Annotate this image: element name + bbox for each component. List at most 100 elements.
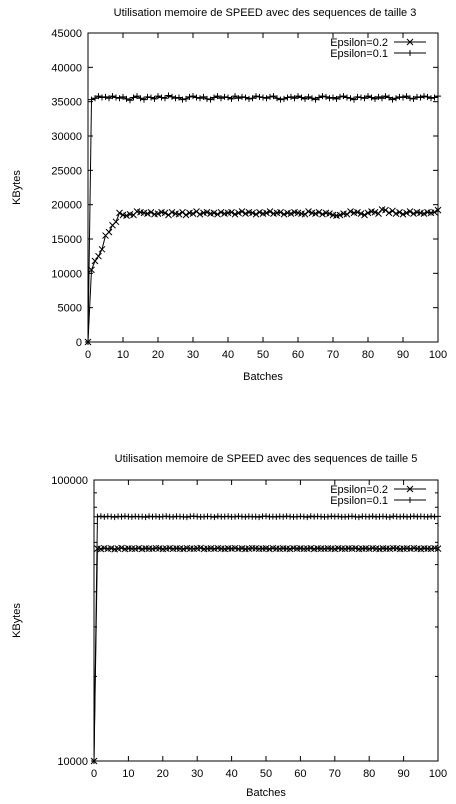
- series-line: [93, 547, 439, 762]
- data-point: [232, 93, 238, 100]
- data-point: [369, 513, 376, 520]
- y-tick-label: 100000: [51, 475, 88, 487]
- data-point: [301, 210, 309, 218]
- data-point: [304, 514, 311, 521]
- series-1: [90, 544, 442, 765]
- legend-marker: [406, 485, 414, 493]
- data-point: [120, 93, 126, 100]
- data-point: [238, 208, 246, 215]
- data-point: [347, 208, 354, 215]
- data-point: [298, 94, 305, 101]
- data-point: [235, 209, 242, 217]
- data-point: [252, 210, 260, 218]
- data-point: [169, 93, 175, 100]
- data-point: [424, 513, 431, 520]
- data-point: [357, 210, 365, 217]
- data-point: [200, 93, 207, 100]
- data-point: [280, 210, 288, 218]
- data-point: [396, 93, 403, 100]
- data-point: [364, 209, 372, 217]
- data-point: [263, 95, 270, 102]
- data-point: [249, 95, 256, 102]
- x-tick-label: 100: [429, 349, 447, 361]
- data-point: [399, 210, 407, 218]
- data-point: [162, 95, 168, 102]
- data-point: [344, 94, 350, 101]
- series-2: [85, 92, 441, 345]
- data-point: [85, 339, 91, 345]
- data-point: [309, 95, 315, 102]
- data-point: [312, 96, 319, 103]
- data-point: [204, 95, 210, 102]
- data-point: [371, 208, 379, 216]
- x-tick-label: 90: [397, 768, 409, 780]
- y-tick-label: 40000: [51, 62, 82, 74]
- series-line: [87, 208, 439, 343]
- data-point: [134, 93, 140, 100]
- data-point: [88, 96, 95, 103]
- data-point: [315, 208, 323, 216]
- plot-frame: [87, 32, 439, 343]
- data-point: [228, 95, 235, 102]
- data-point: [291, 95, 298, 102]
- data-point: [347, 95, 354, 102]
- x-tick-label: 30: [191, 768, 203, 780]
- data-point: [256, 208, 263, 216]
- data-point: [382, 206, 389, 214]
- data-point: [379, 95, 385, 102]
- data-point: [144, 210, 151, 217]
- data-point: [340, 93, 347, 100]
- data-point: [182, 211, 190, 219]
- data-point: [406, 208, 414, 215]
- plot-frame: [93, 479, 439, 762]
- data-point: [155, 93, 161, 100]
- data-point: [183, 95, 189, 102]
- legend-label: Epsilon=0.1: [330, 48, 388, 60]
- y-tick-label: 20000: [51, 200, 82, 212]
- x-tick-label: 60: [294, 768, 306, 780]
- x-tick-label: 70: [327, 349, 339, 361]
- data-point: [400, 94, 406, 101]
- x-tick-label: 80: [362, 349, 374, 361]
- data-point: [102, 93, 109, 100]
- data-point: [193, 94, 200, 101]
- legend-label: Epsilon=0.1: [330, 495, 388, 507]
- data-point: [214, 210, 221, 218]
- data-point: [189, 210, 197, 217]
- x-tick-label: 50: [260, 768, 272, 780]
- chart-1: Utilisation memoire de SPEED avec des se…: [11, 7, 447, 383]
- data-point: [410, 210, 417, 217]
- data-point: [375, 93, 382, 100]
- data-point: [95, 93, 102, 100]
- x-tick-label: 40: [225, 768, 237, 780]
- y-tick-label: 15000: [51, 234, 82, 246]
- data-point: [410, 95, 417, 102]
- data-point: [266, 208, 274, 215]
- chart-title: Utilisation memoire de SPEED avec des se…: [115, 453, 418, 465]
- data-point: [218, 95, 224, 102]
- data-point: [144, 93, 151, 100]
- data-point: [312, 210, 319, 217]
- data-point: [277, 96, 284, 103]
- data-point: [142, 514, 149, 521]
- data-point: [386, 514, 393, 521]
- chart-title: Utilisation memoire de SPEED avec des se…: [114, 7, 417, 19]
- y-tick-label: 30000: [51, 131, 82, 143]
- data-point: [302, 95, 308, 102]
- x-axis-label: Batches: [246, 787, 286, 799]
- data-point: [368, 94, 375, 101]
- data-point: [210, 209, 218, 217]
- y-axis-label: KBytes: [11, 170, 23, 205]
- data-point: [211, 94, 217, 101]
- data-point: [235, 95, 242, 102]
- data-point: [116, 209, 123, 217]
- data-point: [175, 210, 183, 218]
- y-axis-label: KBytes: [11, 603, 23, 638]
- data-point: [428, 95, 434, 102]
- data-point: [154, 210, 162, 217]
- data-point: [186, 93, 193, 100]
- legend-label: Epsilon=0.2: [330, 37, 388, 49]
- data-point: [249, 209, 256, 217]
